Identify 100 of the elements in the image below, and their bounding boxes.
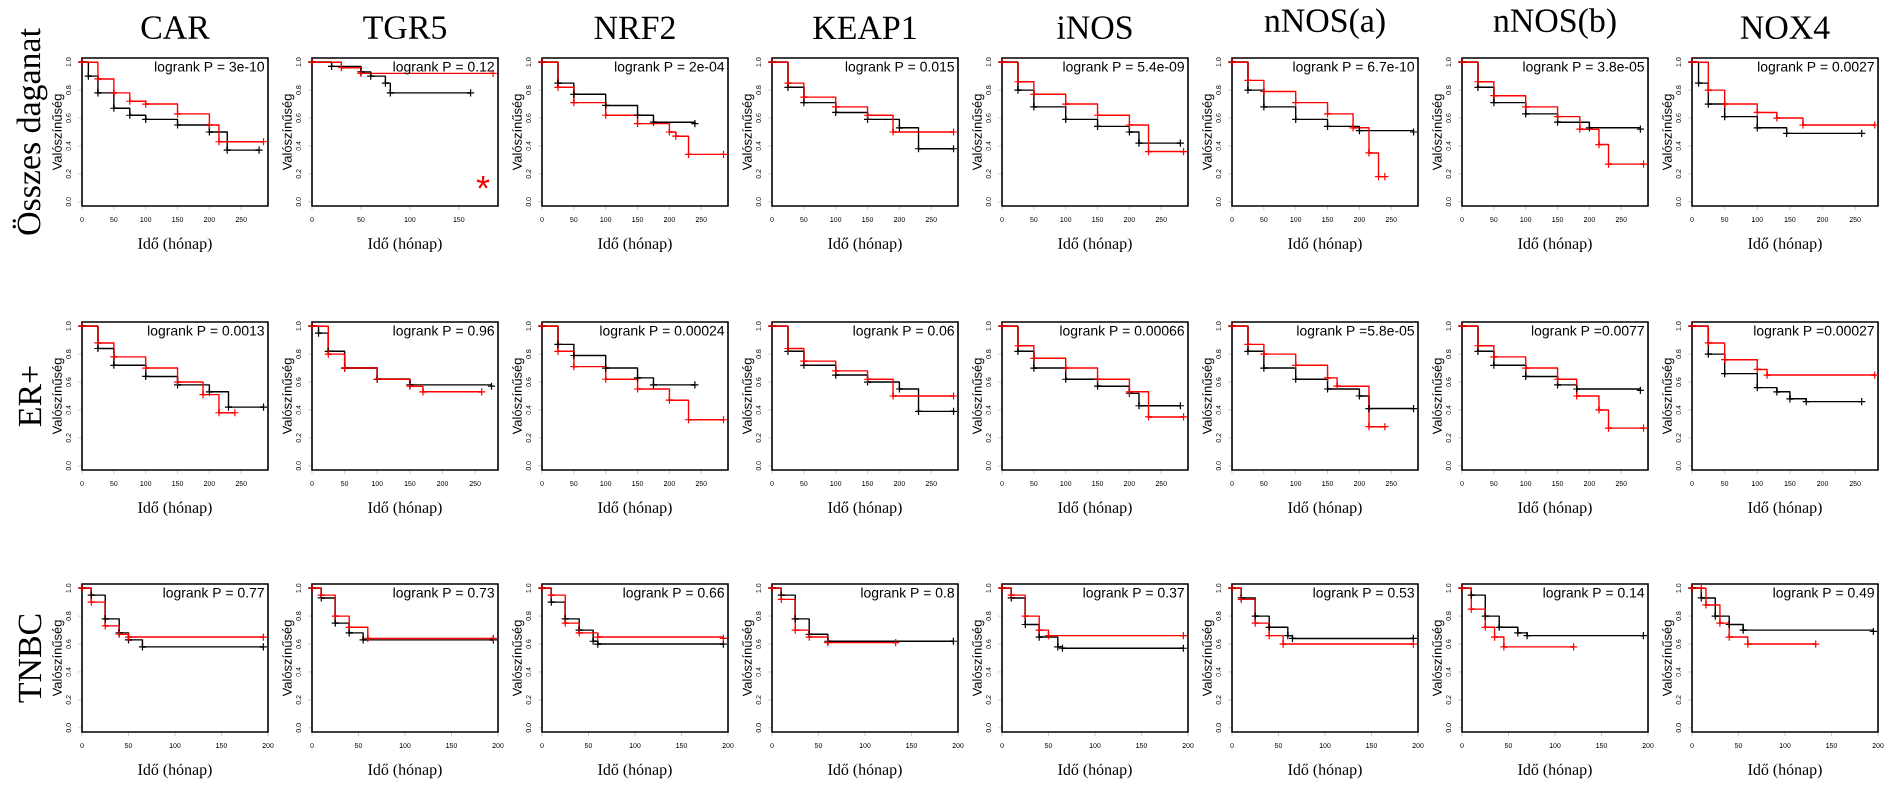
point (1355, 391, 1364, 401)
point (386, 88, 395, 98)
y-axis-title: Valószínűség (512, 620, 525, 697)
point (1489, 361, 1499, 370)
point (198, 390, 208, 399)
point (93, 74, 103, 84)
point (93, 88, 103, 98)
point (1251, 618, 1260, 628)
point (1380, 172, 1390, 181)
point (1332, 382, 1342, 391)
point (1029, 354, 1039, 363)
y-axis-title: Valószínűség (1202, 358, 1215, 435)
point (1134, 401, 1144, 410)
point (1704, 338, 1713, 348)
point (719, 639, 728, 649)
point (109, 361, 119, 370)
point (109, 352, 119, 362)
annotation: logrank P = 0.0027 (1758, 61, 1874, 75)
point (791, 625, 800, 635)
point (1870, 370, 1879, 380)
annotation: logrank P = 0.015 (845, 61, 954, 75)
point (109, 104, 119, 113)
x-axis-title: Idő (hónap) (598, 763, 672, 779)
annotation: logrank P = 0.00024 (600, 325, 725, 339)
point (466, 88, 475, 98)
point (1278, 639, 1288, 649)
point (1704, 349, 1713, 359)
x-axis-title: Idő (hónap) (1058, 237, 1132, 253)
point (366, 71, 375, 81)
x-axis-title: Idő (hónap) (138, 237, 212, 253)
y-axis-title: Valószínűség (512, 94, 525, 171)
point (1762, 370, 1772, 380)
point (888, 391, 898, 401)
point (358, 635, 368, 645)
point (1490, 632, 1499, 642)
annotation: logrank P = 0.96 (393, 325, 494, 339)
x-axis-title: Idő (hónap) (138, 763, 212, 779)
point (1243, 347, 1253, 356)
x-axis-title: Idő (hónap) (828, 763, 902, 779)
y-axis-title: Valószínűség (1662, 94, 1675, 171)
point (205, 127, 214, 137)
text: Összes daganat (12, 28, 48, 235)
point (1473, 341, 1483, 350)
point (1594, 140, 1604, 149)
annotation: logrank P = 0.00066 (1060, 325, 1184, 339)
y-axis-title: Valószínűség (282, 94, 295, 171)
y-axis-title: Valószínűség (52, 358, 65, 435)
point (1467, 604, 1476, 614)
point (141, 363, 150, 373)
point (109, 88, 119, 98)
chart-title: iNOS (1057, 16, 1132, 40)
point (101, 614, 110, 624)
point (259, 632, 268, 642)
point (1348, 123, 1358, 132)
point (1785, 394, 1795, 403)
y-axis-title: Valószínűség (742, 358, 755, 435)
y-axis-title: Valószínűség (512, 358, 525, 435)
point (345, 628, 354, 638)
annotation: logrank P = 0.12 (393, 61, 494, 75)
annotation: logrank P = 0.37 (1083, 587, 1184, 601)
text: ER+ (18, 366, 42, 427)
point (1811, 639, 1820, 649)
point (1772, 113, 1782, 123)
point (1521, 102, 1530, 112)
x-axis-title: Idő (hónap) (1518, 237, 1592, 253)
point (1697, 593, 1706, 603)
point (1738, 625, 1748, 635)
y-axis-title: Valószínűség (1662, 620, 1675, 697)
annotation: logrank P = 0.49 (1773, 587, 1874, 601)
chart-title: TGR5 (363, 16, 447, 40)
y-axis-title: Valószínűség (972, 94, 985, 171)
point (690, 119, 700, 128)
point (1409, 127, 1418, 137)
point (331, 611, 340, 621)
point (1323, 384, 1332, 394)
x-axis-title: Idő (hónap) (828, 237, 902, 253)
point (418, 387, 428, 396)
point (593, 632, 602, 642)
point (223, 145, 232, 155)
point (1489, 352, 1499, 362)
point (93, 338, 103, 348)
point (1720, 99, 1729, 109)
point (888, 127, 898, 137)
x-axis-title: Idő (hónap) (368, 237, 442, 253)
point (547, 597, 556, 607)
point (84, 71, 93, 81)
y-axis-title: Valószínűség (1432, 94, 1445, 171)
point (601, 363, 610, 373)
x-axis-title: Idő (hónap) (1288, 237, 1362, 253)
point (1035, 632, 1044, 642)
point (1798, 120, 1808, 130)
y-axis-title: Valószínűség (742, 620, 755, 697)
point (1013, 77, 1023, 86)
point (254, 145, 264, 155)
point (553, 83, 563, 92)
x-axis-title: Idő (hónap) (138, 501, 212, 517)
point (1870, 120, 1879, 130)
annotation: logrank P =0.0077 (1531, 325, 1644, 339)
point (1259, 363, 1269, 373)
point (569, 362, 579, 371)
